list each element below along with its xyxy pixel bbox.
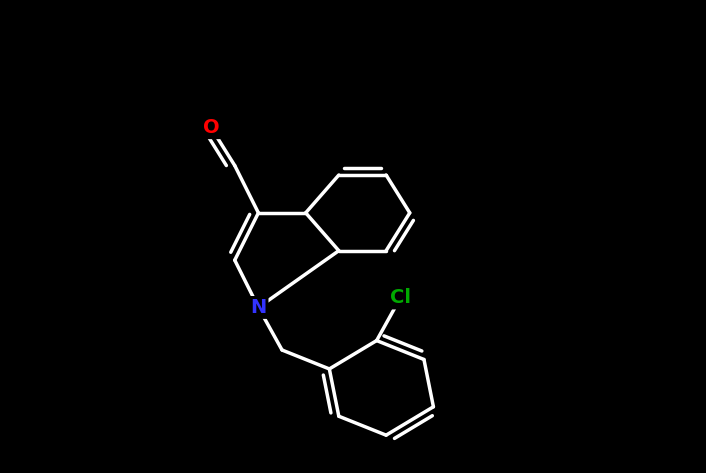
Text: N: N <box>250 298 267 317</box>
Text: Cl: Cl <box>390 289 411 307</box>
Text: O: O <box>203 118 220 137</box>
